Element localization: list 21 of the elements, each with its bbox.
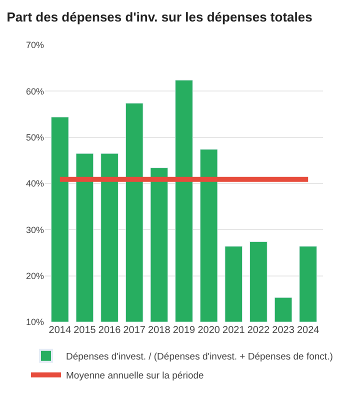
x-tick-label: 2017 — [123, 325, 146, 336]
x-tick-label: 2014 — [48, 325, 72, 336]
y-tick-label: 40% — [26, 178, 44, 189]
x-tick-label: 2021 — [222, 325, 246, 336]
x-tick-label: 2020 — [198, 325, 220, 336]
x-tick-label: 2019 — [172, 325, 196, 336]
chart-title: Part des dépenses d'inv. sur les dépenses totales — [6, 10, 312, 25]
x-tick-label: 2023 — [272, 325, 295, 336]
x-tick-label: 2022 — [247, 325, 270, 336]
y-tick-label: 10% — [26, 317, 44, 328]
y-tick-label: 60% — [26, 86, 44, 96]
x-tick-label: 2018 — [148, 325, 171, 336]
y-tick-label: 50% — [26, 132, 44, 142]
x-tick-label: 2024 — [296, 325, 320, 336]
x-tick-label: 2016 — [98, 325, 122, 336]
y-tick-label: 70% — [26, 40, 44, 50]
legend-label: Dépenses d'invest. / (Dépenses d'invest. + Dépenses de fonct.) — [66, 352, 333, 363]
x-tick-label: 2015 — [74, 325, 96, 336]
y-tick-label: 20% — [26, 270, 44, 281]
legend-label: Moyenne annuelle sur la période — [66, 370, 204, 382]
y-tick-label: 30% — [26, 224, 44, 235]
